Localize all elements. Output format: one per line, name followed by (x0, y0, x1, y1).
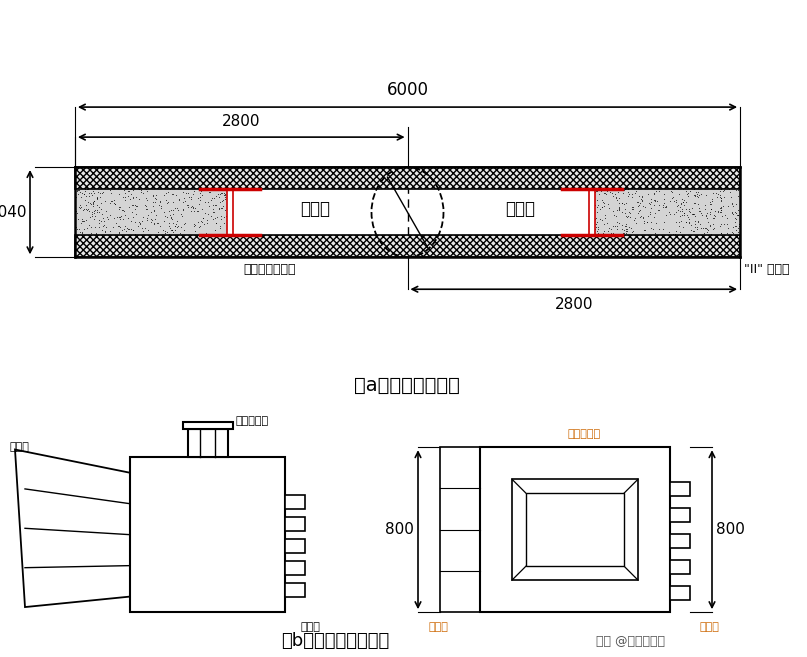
Text: 头条 @建筑界一哥: 头条 @建筑界一哥 (596, 635, 664, 648)
Text: 2800: 2800 (554, 297, 593, 312)
Bar (285, 517, 305, 531)
Text: 旋挖机引先导孔: 旋挖机引先导孔 (244, 263, 296, 276)
Text: 800: 800 (385, 522, 414, 537)
Text: 800: 800 (716, 522, 745, 537)
Text: 铲板系: 铲板系 (10, 442, 30, 452)
Text: （a）槽段开挖示意: （a）槽段开挖示意 (354, 376, 460, 395)
Bar (285, 495, 305, 509)
Bar (285, 561, 305, 575)
Text: 接钻杆接口: 接钻杆接口 (236, 416, 269, 426)
Bar (592, 189, 740, 235)
Bar (670, 509, 690, 522)
Bar (670, 534, 690, 548)
Polygon shape (15, 449, 130, 607)
Bar (480, 447, 670, 612)
Bar (227, 189, 233, 235)
Bar (75, 167, 740, 189)
Bar (75, 235, 740, 257)
Text: 刷壁系: 刷壁系 (700, 622, 720, 632)
Bar (75, 167, 740, 189)
Text: 6000: 6000 (387, 81, 429, 99)
Text: "II" 型接头: "II" 型接头 (744, 263, 789, 276)
Text: （b）接头清理器示意: （b）接头清理器示意 (281, 632, 389, 650)
Text: 铲板系: 铲板系 (428, 622, 448, 632)
Text: 刷壁系: 刷壁系 (300, 622, 320, 632)
Text: 第二抓: 第二抓 (505, 200, 535, 218)
Bar (285, 583, 305, 597)
Bar (670, 560, 690, 574)
Bar (526, 493, 624, 566)
Bar (670, 586, 690, 600)
Bar (285, 539, 305, 553)
Bar (230, 189, 592, 235)
Text: 1040: 1040 (0, 205, 27, 219)
Bar (589, 189, 595, 235)
Bar (130, 457, 285, 612)
Bar (75, 235, 740, 257)
Text: 第一抓: 第一抓 (300, 200, 330, 218)
Bar (75, 189, 230, 235)
Text: 接钻杆接口: 接钻杆接口 (568, 429, 601, 440)
Bar (512, 479, 638, 580)
Text: 2800: 2800 (222, 114, 261, 129)
Bar (670, 482, 690, 496)
Bar (187, 429, 228, 457)
Bar (182, 422, 232, 429)
Bar (440, 447, 480, 612)
